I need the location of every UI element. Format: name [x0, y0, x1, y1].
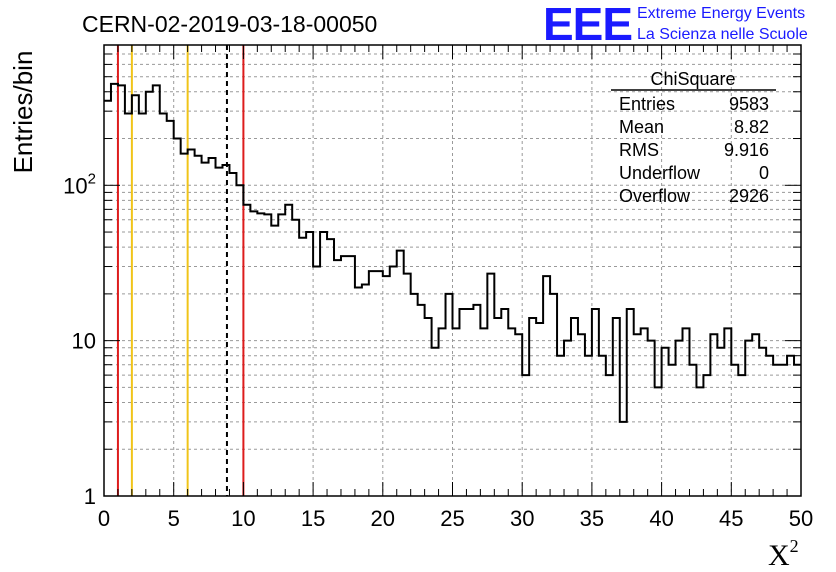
x-axis-title: X2 [768, 536, 799, 572]
y-tick-label: 10 [72, 329, 96, 354]
x-tick-label: 25 [440, 506, 464, 531]
x-tick-label: 45 [719, 506, 743, 531]
stats-label: Entries [619, 94, 675, 114]
stats-title: ChiSquare [650, 69, 735, 89]
stats-value: 9583 [729, 94, 769, 114]
x-axis-title-superscript: 2 [790, 536, 799, 556]
logo-line-1: Extreme Energy Events [637, 5, 805, 22]
stats-label: Underflow [619, 163, 701, 183]
histogram-step-line [104, 82, 801, 423]
x-tick-label: 50 [789, 506, 813, 531]
logo-line-2: La Scienza nelle Scuole [637, 26, 808, 43]
x-tick-label: 10 [231, 506, 255, 531]
grid [104, 44, 801, 496]
x-tick-label: 30 [510, 506, 534, 531]
stats-label: Overflow [619, 186, 691, 206]
stats-value: 2926 [729, 186, 769, 206]
reference-lines [116, 45, 245, 496]
stats-box: ChiSquare Entries 9583 Mean 8.82 RMS 9.916 Und… [611, 69, 776, 206]
x-tick-label: 35 [580, 506, 604, 531]
x-tick-label: 20 [371, 506, 395, 531]
chart-title: CERN-02-2019-03-18-00050 [82, 11, 377, 37]
y-tick-label: 102 [63, 170, 96, 198]
x-tick-label: 40 [649, 506, 673, 531]
stats-value: 8.82 [734, 117, 769, 137]
x-tick-label: 0 [98, 506, 110, 531]
x-axis-title-text: X2 [768, 536, 799, 572]
logo-mark: EEE [543, 0, 632, 50]
eee-logo: EEE Extreme Energy Events La Scienza nel… [543, 0, 808, 50]
stats-value: 0 [759, 163, 769, 183]
x-tick-label: 15 [301, 506, 325, 531]
y-tick-label: 1 [84, 484, 96, 509]
tick-labels: 0 5 10 15 20 25 30 35 40 45 50 1 10 102 [63, 170, 813, 531]
y-axis-title: Entries/bin [8, 51, 38, 174]
x-tick-label: 5 [168, 506, 180, 531]
stats-label: Mean [619, 117, 664, 137]
stats-value: 9.916 [724, 140, 769, 160]
axis-ticks [103, 44, 802, 497]
histogram [104, 82, 801, 423]
stats-label: RMS [619, 140, 659, 160]
x-axis-title-main: X [768, 539, 790, 572]
